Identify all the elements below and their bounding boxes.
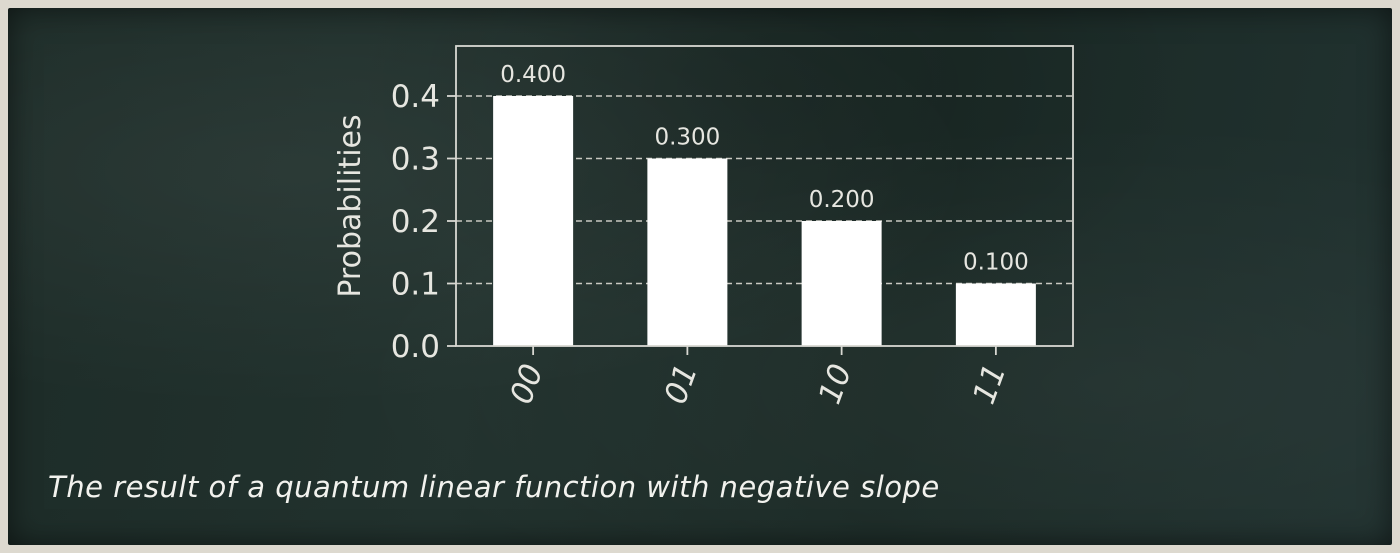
bar-value-label: 0.400 <box>500 62 566 88</box>
bar-10 <box>801 221 882 346</box>
y-tick-label: 0.3 <box>391 142 440 178</box>
y-tick-label: 0.4 <box>391 79 440 115</box>
x-tick-label-00: 00 <box>503 359 550 408</box>
caption: The result of a quantum linear function … <box>48 470 940 504</box>
y-tick-label: 0.1 <box>391 267 440 303</box>
y-axis-label: Probabilities <box>333 114 368 297</box>
bar-value-label: 0.200 <box>809 187 875 213</box>
y-tick-label: 0.0 <box>391 329 440 365</box>
bar-value-label: 0.300 <box>654 125 720 151</box>
bars <box>493 96 1036 346</box>
bar-00 <box>493 96 574 346</box>
x-tick-label-11: 11 <box>966 359 1013 408</box>
data-labels: 0.400 0.300 0.200 0.100 <box>500 62 1029 276</box>
x-tick-label-01: 01 <box>658 359 705 408</box>
plot-frame <box>455 45 1074 347</box>
bar-value-label: 0.100 <box>963 250 1029 276</box>
x-tick-label-10: 10 <box>812 359 859 408</box>
bar-11 <box>955 283 1036 346</box>
axes: 0.00.10.20.30.400 01 10 11 <box>391 45 1074 409</box>
bar-01 <box>647 158 728 346</box>
y-tick-label: 0.2 <box>391 204 440 240</box>
